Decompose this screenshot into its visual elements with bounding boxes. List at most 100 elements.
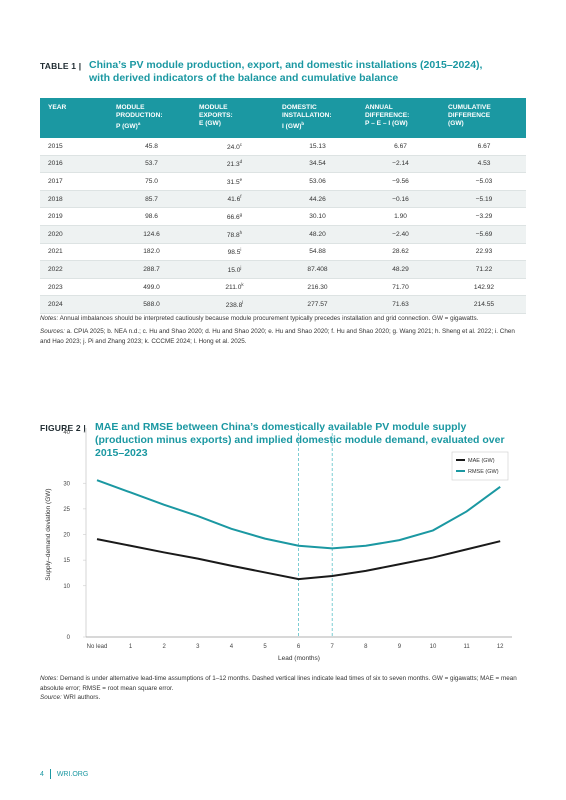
footer: 4 WRI.ORG xyxy=(40,769,88,779)
value-cell: 1.90 xyxy=(359,207,442,226)
value-cell: 277.57 xyxy=(276,295,359,314)
x-tick-label: 12 xyxy=(497,644,504,650)
footnote-marker: k xyxy=(241,282,244,288)
header-line: I (GW) xyxy=(282,123,302,131)
year-cell: 2016 xyxy=(40,155,110,174)
header-line: YEAR xyxy=(48,104,67,111)
cell-value: 31.5 xyxy=(226,179,240,187)
table-row: 2019 98.6 66.6g 30.10 1.90 −3.29 xyxy=(40,207,526,226)
value-cell: −5.03 xyxy=(442,172,526,191)
year-cell: 2022 xyxy=(40,260,110,279)
source-text: WRI authors. xyxy=(63,694,101,701)
table-row: 2021 182.0 98.5i 54.88 28.62 22.93 xyxy=(40,243,526,262)
legend-label: RMSE (GW) xyxy=(468,469,499,475)
y-tick-label: 0 xyxy=(67,635,71,641)
value-cell: 22.93 xyxy=(442,243,526,262)
cell-value: 211.0 xyxy=(225,284,242,292)
value-cell: 31.5e xyxy=(193,172,276,191)
x-tick-label: 4 xyxy=(230,644,234,650)
table-title: China’s PV module production, export, an… xyxy=(89,59,483,84)
header-line: P (GW) xyxy=(116,123,138,131)
figure-label: FIGURE 2 | xyxy=(40,423,86,433)
y-tick-label: 25 xyxy=(63,507,70,513)
cell-value: 78.8 xyxy=(226,231,240,239)
cell-value: 238.8 xyxy=(225,302,243,310)
value-cell: 48.20 xyxy=(276,225,359,244)
cell-value: 15.0 xyxy=(227,267,241,275)
label: FIGURE 2 xyxy=(40,423,81,433)
x-tick-label: 6 xyxy=(297,644,301,650)
value-cell: 238.8l xyxy=(193,295,276,314)
value-cell: 28.62 xyxy=(359,243,442,262)
x-tick-label: No lead xyxy=(87,644,108,650)
table-row: 2023 499.0 211.0k 216.30 71.70 142.92 xyxy=(40,278,526,297)
header-line: DOMESTIC xyxy=(282,104,317,111)
value-cell: −2.14 xyxy=(359,155,442,174)
value-cell: 71.22 xyxy=(442,260,526,279)
x-tick-label: 5 xyxy=(263,644,267,650)
value-cell: 182.0 xyxy=(110,243,193,262)
footnote-marker: d xyxy=(239,159,243,165)
table-sources: Sources: a. CPIA 2025; b. NEA n.d.; c. H… xyxy=(40,327,526,346)
x-tick-label: 11 xyxy=(463,644,470,650)
legend-label: MAE (GW) xyxy=(468,458,495,464)
value-cell: 288.7 xyxy=(110,260,193,279)
value-cell: 98.6 xyxy=(110,207,193,226)
header-line: MODULE xyxy=(116,104,145,111)
cell-value: 98.5 xyxy=(227,249,241,257)
year-cell: 2020 xyxy=(40,225,110,244)
header-row: YEAR MODULE PRODUCTION: P (GW)a MODULE EXPORT… xyxy=(40,98,526,138)
value-cell: 211.0k xyxy=(193,278,276,297)
value-cell: 87.408 xyxy=(276,260,359,279)
value-cell: 588.0 xyxy=(110,295,193,314)
value-cell: 24.0c xyxy=(193,138,276,156)
table-row: 2018 85.7 41.6f 44.26 −0.16 −5.19 xyxy=(40,190,526,209)
value-cell: 21.3d xyxy=(193,155,276,174)
value-cell: 216.30 xyxy=(276,278,359,297)
value-cell: 41.6f xyxy=(193,190,276,209)
notes-text: Annual imbalances should be interpreted … xyxy=(59,315,479,322)
value-cell: 48.29 xyxy=(359,260,442,279)
footnote-marker: e xyxy=(239,176,243,182)
notes-text: Demand is under alternative lead-time as… xyxy=(40,675,517,692)
notes-label: Notes: xyxy=(40,675,59,682)
y-tick-label: 40 xyxy=(63,430,70,436)
value-cell: 98.5i xyxy=(193,243,276,262)
year-cell: 2015 xyxy=(40,138,110,156)
value-cell: 6.67 xyxy=(442,138,526,156)
year-cell: 2017 xyxy=(40,172,110,191)
source-label: Source: xyxy=(40,694,62,701)
header-cell: MODULE EXPORTS: E (GW) xyxy=(193,98,276,138)
footnote-marker: j xyxy=(240,264,242,270)
x-tick-label: 1 xyxy=(129,644,133,650)
x-tick-label: 8 xyxy=(364,644,368,650)
value-cell: 214.55 xyxy=(442,295,526,314)
value-cell: 142.92 xyxy=(442,278,526,297)
x-tick-label: 7 xyxy=(331,644,335,650)
value-cell: 66.6g xyxy=(193,207,276,226)
cell-value: 24.0 xyxy=(226,143,240,151)
year-cell: 2021 xyxy=(40,243,110,262)
value-cell: −2.40 xyxy=(359,225,442,244)
footnote-marker: l xyxy=(242,300,244,306)
cell-value: 66.6 xyxy=(226,214,240,222)
header-line: (GW) xyxy=(448,120,464,127)
value-cell: −9.56 xyxy=(359,172,442,191)
value-cell: 85.7 xyxy=(110,190,193,209)
x-tick-label: 3 xyxy=(196,644,200,650)
footnote-marker: b xyxy=(301,121,305,126)
y-tick-label: 15 xyxy=(63,558,70,564)
series-line xyxy=(96,538,501,581)
header-line: E (GW) xyxy=(199,120,221,127)
header-cell: MODULE PRODUCTION: P (GW)a xyxy=(110,98,193,138)
header-line: INSTALLATION: xyxy=(282,112,332,119)
table-row: 2015 45.8 24.0c 15.13 6.67 6.67 xyxy=(40,138,526,156)
footnote-marker: c xyxy=(239,141,243,147)
value-cell: 78.8h xyxy=(193,225,276,244)
site: WRI.ORG xyxy=(56,770,89,778)
value-cell: 34.54 xyxy=(276,155,359,174)
value-cell: 53.06 xyxy=(276,172,359,191)
value-cell: 71.70 xyxy=(359,278,442,297)
